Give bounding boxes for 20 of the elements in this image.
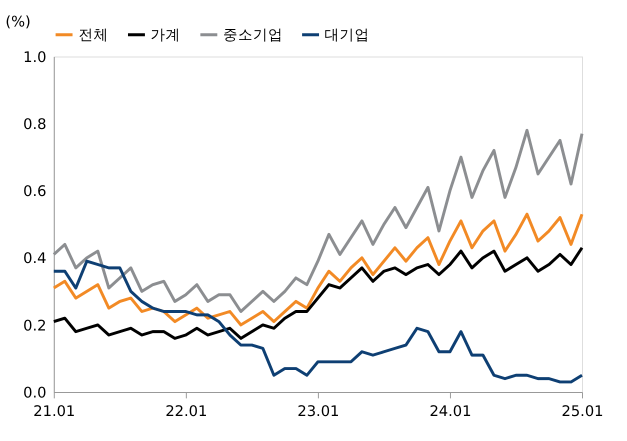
x-tick-label: 23.01 xyxy=(297,402,340,420)
line-series xyxy=(52,246,584,340)
legend-label: 대기업 xyxy=(324,26,370,44)
y-tick-label: 1.0 xyxy=(23,48,46,66)
y-tick-label: 0.6 xyxy=(23,183,46,200)
y-tick-label: 0.4 xyxy=(23,250,46,268)
x-tick-label: 21.01 xyxy=(33,402,76,420)
legend-label: 중소기업 xyxy=(223,26,284,44)
x-tick-label: 24.01 xyxy=(429,402,472,420)
x-tick-label: 25.01 xyxy=(562,402,604,420)
line-series xyxy=(52,128,584,313)
line-series xyxy=(52,260,584,384)
legend-label: 전체 xyxy=(78,26,108,44)
legend-label: 가계 xyxy=(150,26,181,44)
y-tick-label: 0.0 xyxy=(23,384,46,402)
y-tick-label: 0.2 xyxy=(23,317,46,334)
y-axis-title: (%) xyxy=(5,14,31,31)
y-tick-label: 0.8 xyxy=(23,116,46,133)
x-tick-label: 22.01 xyxy=(165,402,208,420)
line-series xyxy=(52,212,584,326)
